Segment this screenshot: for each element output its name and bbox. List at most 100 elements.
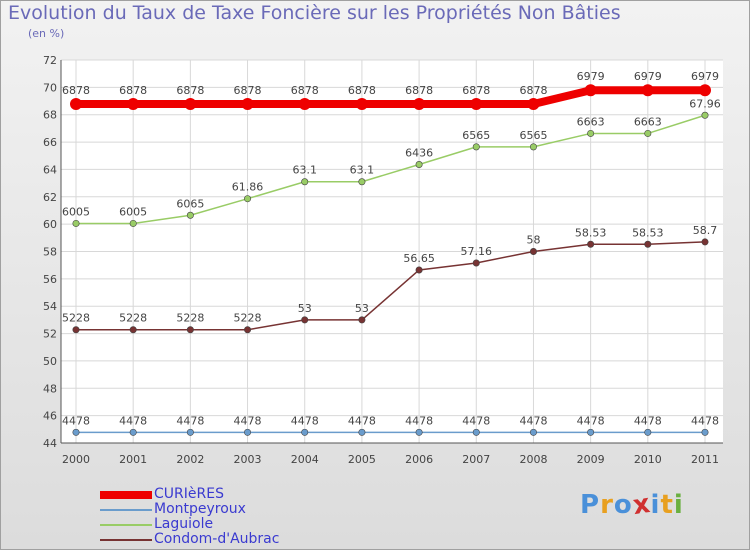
data-label: 61.86 [232, 181, 264, 194]
data-point [472, 428, 480, 436]
data-label: 58.7 [693, 224, 718, 237]
y-tick-label: 68 [43, 109, 57, 122]
legend-label: Montpeyroux [154, 501, 246, 517]
x-tick-label: 2011 [691, 453, 719, 466]
legend-label: Laguiole [154, 516, 214, 532]
legend-swatch [100, 491, 152, 499]
data-point [587, 129, 595, 137]
data-label: 6565 [462, 129, 490, 142]
data-label: 56.65 [403, 252, 435, 265]
data-label: 53 [298, 302, 312, 315]
logo-letter: t [660, 490, 674, 520]
data-label: 6663 [577, 115, 605, 128]
data-label: 63.1 [292, 164, 317, 177]
data-label: 6878 [519, 84, 547, 97]
legend-swatch [100, 539, 152, 541]
y-tick-label: 66 [43, 136, 57, 149]
series [70, 84, 711, 436]
data-point [72, 326, 80, 334]
data-point [129, 219, 137, 227]
data-point [587, 240, 595, 248]
y-tick-label: 60 [43, 218, 57, 231]
data-label: 4478 [176, 414, 204, 427]
data-point [186, 211, 194, 219]
data-point [358, 428, 366, 436]
legend-label: CURIèRES [154, 486, 224, 502]
y-tick-label: 50 [43, 355, 57, 368]
data-label: 53 [355, 302, 369, 315]
data-point [699, 84, 711, 97]
data-point [529, 428, 537, 436]
data-point [358, 316, 366, 324]
data-labels: 4478 4478 4478 4478 4478 4478 4478 4478 4478 4478… [62, 70, 721, 427]
x-tick-label: 2010 [634, 453, 662, 466]
data-label: 67.96 [689, 97, 721, 110]
y-tick-label: 72 [43, 54, 57, 67]
data-label: 6436 [405, 147, 433, 160]
data-point [415, 428, 423, 436]
data-point [301, 178, 309, 186]
data-point [644, 240, 652, 248]
data-point [244, 428, 252, 436]
data-label: 57.16 [461, 245, 493, 258]
data-point [186, 428, 194, 436]
y-tick-label: 46 [43, 410, 57, 423]
x-tick-label: 2001 [119, 453, 147, 466]
data-label: 5228 [176, 312, 204, 325]
data-label: 6005 [62, 205, 90, 218]
data-point [184, 98, 197, 111]
data-label: 5228 [234, 312, 262, 325]
legend-label: Condom-d'Aubrac [154, 531, 280, 547]
data-label: 58.53 [632, 226, 664, 239]
data-label: 6663 [634, 115, 662, 128]
data-label: 4478 [519, 414, 547, 427]
data-label: 4478 [234, 414, 262, 427]
data-point [470, 98, 483, 111]
series-line-2 [75, 114, 706, 225]
data-point [701, 111, 709, 119]
legend-swatch [100, 509, 152, 511]
data-label: 6979 [691, 70, 719, 83]
logo-letter: o [613, 490, 633, 520]
data-point [72, 428, 80, 436]
data-label: 6878 [405, 84, 433, 97]
data-label: 4478 [405, 414, 433, 427]
legend-swatch [100, 524, 152, 526]
data-label: 4478 [62, 414, 90, 427]
data-point [127, 98, 140, 111]
x-tick-label: 2002 [176, 453, 204, 466]
x-tick-label: 2008 [519, 453, 547, 466]
data-point [413, 98, 426, 111]
data-label: 4478 [119, 414, 147, 427]
y-tick-label: 64 [43, 163, 57, 176]
data-label: 6878 [176, 84, 204, 97]
chart-title: Evolution du Taux de Taxe Foncière sur l… [8, 2, 621, 24]
y-tick-label: 44 [43, 437, 57, 450]
data-label: 4478 [577, 414, 605, 427]
data-label: 6065 [176, 197, 204, 210]
data-point [244, 195, 252, 203]
data-point [527, 98, 540, 111]
data-point [644, 428, 652, 436]
y-tick-label: 58 [43, 246, 57, 259]
data-point [587, 428, 595, 436]
data-point [701, 238, 709, 246]
data-label: 4478 [691, 414, 719, 427]
axes: 44 46 48 50 52 54 56 58 60 62 64 66 68 70 72 2000 2001 20… [43, 54, 723, 466]
data-point [355, 98, 368, 111]
x-tick-label: 2005 [348, 453, 376, 466]
grid [61, 59, 723, 444]
y-tick-label: 70 [43, 81, 57, 94]
data-point [129, 326, 137, 334]
data-point [129, 428, 137, 436]
data-point [415, 266, 423, 274]
data-point [415, 161, 423, 169]
data-label: 4478 [348, 414, 376, 427]
data-label: 63.1 [350, 164, 375, 177]
x-tick-label: 2009 [577, 453, 605, 466]
x-tick-label: 2000 [62, 453, 90, 466]
data-point [472, 143, 480, 151]
y-tick-label: 54 [43, 300, 57, 313]
proxiti-logo: Proxiti [580, 489, 684, 521]
